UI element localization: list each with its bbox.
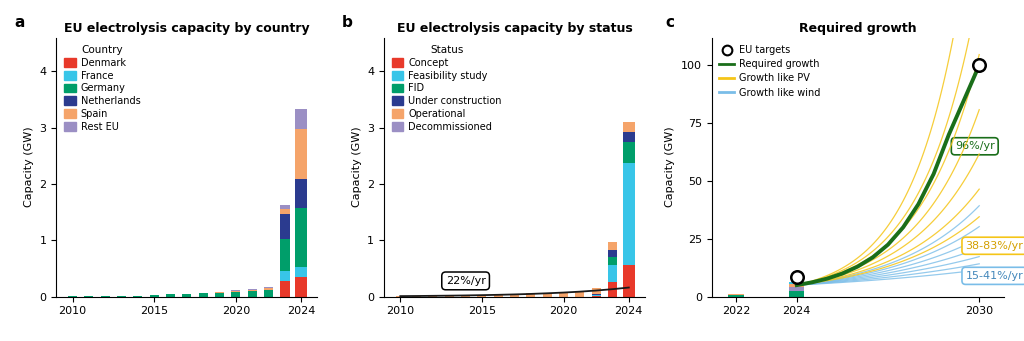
Y-axis label: Capacity (GW): Capacity (GW) [351,127,361,207]
Bar [295,277,307,297]
Bar [280,239,290,271]
Text: b: b [342,15,353,30]
Bar [264,290,273,297]
Bar [248,291,257,297]
Bar [623,163,635,265]
Text: a: a [14,15,25,30]
Y-axis label: Capacity (GW): Capacity (GW) [666,127,676,207]
Bar [295,179,307,208]
Text: c: c [665,15,674,30]
Bar [231,290,241,291]
Text: 96%/yr: 96%/yr [955,141,994,151]
Bar [790,291,805,297]
Bar [494,294,503,297]
Bar [728,294,743,295]
Bar [215,292,224,293]
Bar [623,132,635,142]
Title: EU electrolysis capacity by country: EU electrolysis capacity by country [65,22,309,35]
Title: EU electrolysis capacity by status: EU electrolysis capacity by status [396,22,633,35]
Legend: EU targets, Required growth, Growth like PV, Growth like wind: EU targets, Required growth, Growth like… [717,42,823,101]
Bar [607,242,617,250]
Bar [295,267,307,277]
Bar [592,295,601,296]
Bar [607,250,617,257]
Bar [199,293,208,297]
Bar [623,265,635,297]
Bar [295,109,307,129]
Bar [592,288,601,294]
Bar [428,296,437,297]
Bar [295,129,307,179]
Bar [264,286,273,288]
Bar [231,292,241,297]
Bar [790,287,805,291]
Bar [231,291,241,292]
Bar [215,293,224,297]
Bar [295,208,307,267]
Text: 22%/yr: 22%/yr [445,276,485,286]
Bar [166,294,175,297]
Bar [543,293,552,297]
Bar [592,294,601,295]
Text: 15-41%/yr: 15-41%/yr [966,271,1023,281]
Bar [264,288,273,290]
Bar [444,296,454,297]
Bar [790,284,805,287]
Title: Required growth: Required growth [799,22,916,35]
Bar [461,296,470,297]
Bar [623,142,635,163]
Bar [182,294,191,297]
Bar [607,265,617,282]
Bar [526,293,536,297]
Bar [790,282,805,284]
Bar [248,290,257,291]
Legend: Denmark, France, Germany, Netherlands, Spain, Rest EU: Denmark, France, Germany, Netherlands, S… [61,42,143,135]
Bar [280,271,290,281]
Bar [150,295,159,297]
Bar [728,295,743,297]
Bar [84,296,93,297]
Bar [133,296,142,297]
Y-axis label: Capacity (GW): Capacity (GW) [24,127,34,207]
Bar [280,205,290,209]
Bar [248,289,257,290]
Bar [396,296,404,297]
Bar [280,209,290,214]
Bar [117,296,126,297]
Bar [69,296,77,297]
Bar [575,291,585,297]
Bar [280,214,290,239]
Bar [592,296,601,297]
Bar [477,295,486,297]
Bar [412,296,421,297]
Bar [559,292,568,297]
Bar [280,281,290,297]
Bar [607,282,617,297]
Bar [607,257,617,265]
Text: 38-83%/yr: 38-83%/yr [966,241,1023,251]
Legend: Concept, Feasibility study, FID, Under construction, Operational, Decommissioned: Concept, Feasibility study, FID, Under c… [389,42,505,135]
Bar [510,294,519,297]
Bar [623,122,635,132]
Bar [100,296,110,297]
